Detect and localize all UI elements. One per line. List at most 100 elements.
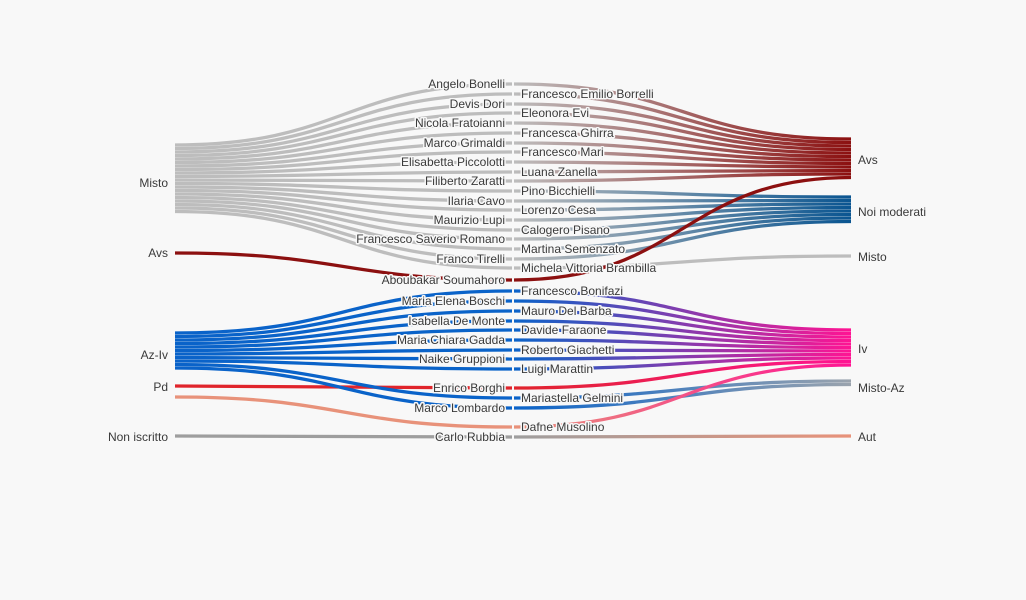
flow-left-13 [174, 188, 513, 212]
flow-left-32 [174, 366, 513, 410]
flow-left-22 [174, 299, 513, 339]
person-label: Marco Lombardo [414, 401, 505, 415]
flow-left-20 [174, 251, 513, 282]
flow-left-14 [174, 192, 513, 222]
flow-right-18 [513, 219, 852, 261]
flow-right-11 [513, 189, 852, 199]
flow-left-25 [174, 328, 513, 349]
flow-left-19 [174, 209, 513, 270]
person-label: Nicola Fratoianni [415, 116, 505, 130]
flow-left-17 [174, 202, 513, 251]
person-label: Luigi Marattin [521, 362, 593, 376]
flow-left-33 [174, 395, 513, 429]
flow-left-4 [174, 121, 513, 161]
flow-left-0 [174, 82, 513, 147]
person-label: Pino Bicchielli [521, 184, 595, 198]
person-label: Angelo Bonelli [428, 77, 505, 91]
flow-right-2 [513, 102, 852, 148]
flow-left-21 [174, 289, 513, 335]
flow-left-28 [174, 355, 513, 361]
flow-right-34 [513, 434, 852, 439]
flow-left-3 [174, 111, 513, 158]
person-label: Dafne Musolino [521, 420, 605, 434]
person-label: Davide Faraone [521, 323, 607, 337]
left-group-label: Misto [139, 176, 168, 190]
person-label: Lorenzo Cesa [521, 203, 596, 217]
flow-left-10 [174, 178, 513, 183]
flow-right-12 [513, 198, 852, 203]
person-label: Carlo Rubbia [435, 430, 505, 444]
flow-right-22 [513, 299, 852, 336]
person-label: Devis Dori [450, 97, 505, 111]
flow-left-34 [174, 434, 513, 439]
person-label: Francesco Mari [521, 145, 604, 159]
flow-left-7 [174, 150, 513, 172]
person-label: Francesco Emilio Borrelli [521, 87, 654, 101]
right-group-label: Misto-Az [858, 381, 905, 395]
flow-left-9 [174, 170, 513, 179]
flow-left-1 [174, 92, 513, 151]
person-label: Enrico Borghi [433, 381, 505, 395]
person-label: Mauro Del Barba [521, 304, 612, 318]
flow-right-5 [513, 131, 852, 159]
person-label: Aboubakar Soumahoro [382, 273, 506, 287]
right-group-label: Avs [858, 153, 878, 167]
flow-left-2 [174, 102, 513, 154]
person-label: Eleonora Evi [521, 106, 589, 120]
flow-right-7 [513, 150, 852, 166]
person-label: Roberto Giachetti [521, 343, 614, 357]
flow-right-26 [513, 338, 852, 350]
flow-left-23 [174, 309, 513, 342]
person-label: Francesco Bonifazi [521, 284, 623, 298]
flow-right-30 [513, 359, 852, 390]
person-label: Filiberto Zaratti [425, 174, 505, 188]
flow-left-24 [174, 319, 513, 346]
flow-right-14 [513, 205, 852, 222]
flow-right-28 [513, 352, 852, 361]
flow-right-21 [513, 289, 852, 332]
left-group-label: Az-Iv [141, 348, 168, 362]
person-label: Francesca Ghirra [521, 126, 614, 140]
flow-right-27 [513, 348, 852, 353]
flow-left-11 [174, 181, 513, 193]
flow-right-9 [513, 168, 852, 174]
person-label: Luana Zanella [521, 165, 597, 179]
flow-right-33 [513, 363, 852, 429]
person-label: Mariastella Gelmini [521, 391, 623, 405]
left-group-label: Avs [148, 246, 168, 260]
right-group-label: Aut [858, 430, 877, 444]
flow-right-13 [513, 202, 852, 212]
flow-left-27 [174, 348, 513, 356]
person-label: Michela Vittoria Brambilla [521, 261, 656, 275]
person-label: Elisabetta Piccolotti [401, 155, 505, 169]
flow-right-19 [513, 254, 852, 270]
person-label: Ilaria Cavo [448, 194, 506, 208]
flow-left-16 [174, 199, 513, 241]
flow-right-23 [513, 309, 852, 339]
person-label: Maria Elena Boschi [402, 294, 505, 308]
flow-right-8 [513, 160, 852, 169]
person-label: Marco Grimaldi [424, 136, 505, 150]
flow-left-31 [174, 362, 513, 400]
flow-left-5 [174, 131, 513, 165]
flow-left-12 [174, 185, 513, 203]
flow-right-6 [513, 141, 852, 162]
left-group-label: Non iscritto [108, 430, 168, 444]
flow-right-24 [513, 319, 852, 343]
right-group-label: Iv [858, 342, 867, 356]
right-group-label: Noi moderati [858, 205, 926, 219]
flow-left-15 [174, 195, 513, 232]
right-group-label: Misto [858, 250, 887, 264]
person-label: Calogero Pisano [521, 223, 610, 237]
flow-right-0 [513, 82, 852, 141]
flow-right-10 [513, 172, 852, 183]
flow-left-26 [174, 338, 513, 353]
flow-left-18 [174, 206, 513, 261]
flow-right-20 [513, 175, 852, 282]
person-label: Naike Gruppioni [419, 352, 505, 366]
left-group-label: Pd [153, 380, 168, 394]
flow-right-17 [513, 216, 852, 251]
flow-right-15 [513, 209, 852, 232]
